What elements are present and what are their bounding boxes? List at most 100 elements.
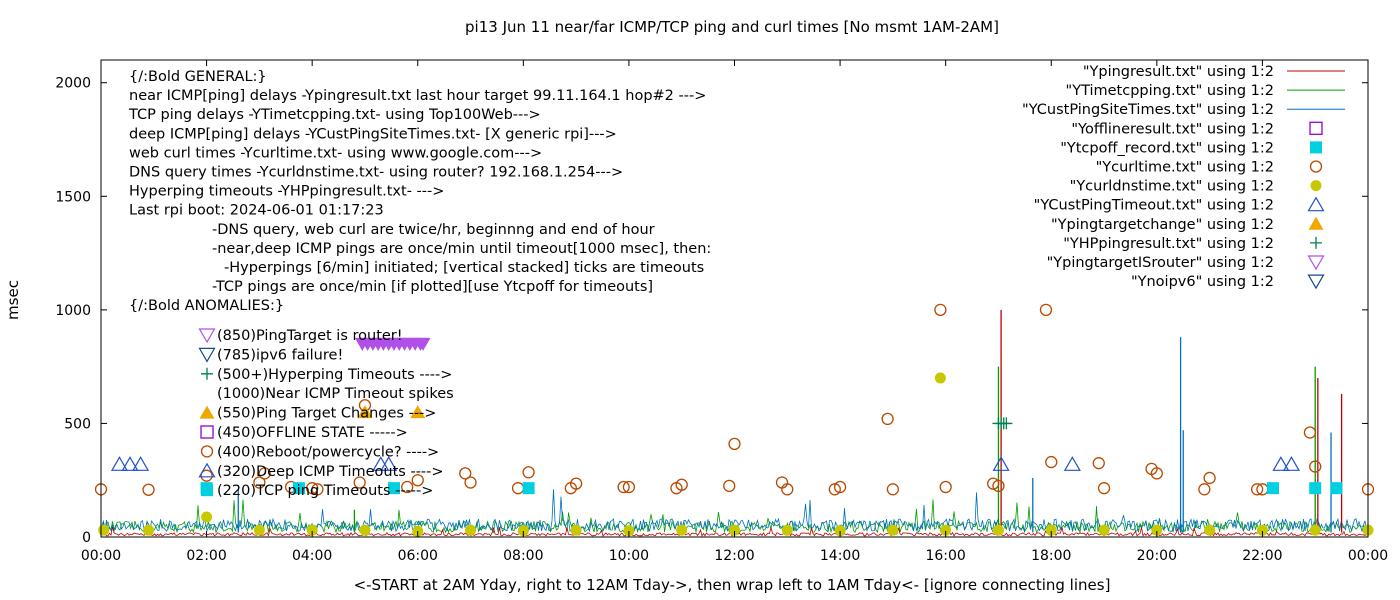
dns-time-point	[992, 524, 1004, 536]
note-line: deep ICMP[ping] delays -YCustPingSiteTim…	[129, 126, 617, 142]
tcp-timeout-point	[1266, 482, 1279, 495]
axes-layer: 00:00 02:00 04:00 06:00 08:00 10:00 12:00 14:00…	[55, 60, 1388, 564]
x-tick-label: 02:00	[186, 548, 226, 564]
curl-time-point	[992, 479, 1005, 493]
dns-time-point	[676, 524, 688, 536]
curl-time-point	[617, 480, 630, 494]
curl-time-point	[311, 483, 324, 496]
dns-time-point	[834, 525, 846, 537]
anomaly-marker	[200, 425, 214, 439]
dns-time-point	[934, 372, 946, 384]
anomaly-label: (400)Reboot/powercycle? ---->	[217, 444, 439, 460]
curl-time-point	[1303, 426, 1317, 439]
legend-label: "Ynoipv6" using 1:2	[1131, 274, 1274, 290]
anomaly-marker	[198, 347, 216, 363]
curl-time-point	[253, 476, 266, 489]
anomaly-marker	[199, 405, 215, 419]
x-tick-label: 04:00	[292, 548, 332, 564]
x-tick-label: 16:00	[925, 548, 965, 564]
deep-icmp-timeout-point	[121, 456, 139, 471]
curl-time-point	[881, 412, 894, 426]
tcp-timeout-point	[522, 482, 535, 495]
x-tick-label: 18:00	[1031, 548, 1071, 564]
deep-icmp-timeout-point	[1063, 456, 1081, 471]
dns-time-point	[1151, 524, 1163, 536]
dns-time-point	[570, 524, 582, 536]
legend: "Ypingresult.txt" using 1:2 "YTimetcpping…	[1022, 64, 1345, 290]
legend-marker	[1309, 160, 1323, 173]
dns-time-point	[143, 524, 155, 536]
dns-time-point	[887, 524, 899, 536]
dns-time-point	[623, 525, 635, 537]
tcp-timeout-point	[387, 482, 400, 495]
x-tick-label: 06:00	[398, 548, 438, 564]
dns-time-point	[940, 524, 952, 536]
curl-time-point	[987, 477, 1000, 490]
dns-time-point	[201, 511, 213, 523]
annotation-notes: {/:Bold GENERAL:} near ICMP[ping] delays …	[128, 69, 711, 314]
note-line: Hyperping timeouts -YHPpingresult.txt- -…	[129, 184, 444, 200]
y-tick-label: 1500	[55, 189, 91, 205]
anomaly-label: (850)PingTarget is router!	[217, 328, 403, 344]
ping-target-change-point	[410, 405, 426, 419]
anomaly-label: (785)ipv6 failure!	[217, 347, 343, 363]
curl-time-point	[828, 483, 841, 496]
dns-time-point	[781, 524, 793, 536]
curl-time-point	[411, 474, 424, 487]
curl-time-point	[1150, 467, 1163, 480]
x-tick-label: 10:00	[609, 548, 649, 564]
anomaly-label: (220)TCP ping Timeouts ----->	[217, 483, 433, 499]
ping-target-router-point	[415, 337, 431, 351]
legend-label: "Ycurldnstime.txt" using 1:2	[1070, 179, 1274, 195]
y-tick-label: 500	[64, 416, 91, 432]
legend-marker	[1309, 121, 1323, 135]
curl-time-point	[306, 482, 319, 495]
anomaly-label: (500+)Hyperping Timeouts ---->	[217, 367, 452, 383]
curl-time-point	[464, 476, 477, 489]
legend-label: "YHPpingresult.txt" using 1:2	[1063, 236, 1274, 252]
curl-time-point	[781, 483, 794, 496]
curl-time-point	[1203, 471, 1216, 485]
dns-time-point	[729, 524, 740, 536]
x-tick-label: 12:00	[714, 548, 754, 564]
legend-marker	[1307, 255, 1325, 271]
curl-time-point	[401, 480, 414, 494]
deep-icmp-timeout-point	[132, 456, 150, 471]
x-axis-label: <-START at 2AM Yday, right to 12AM Tday-…	[354, 576, 1111, 594]
tcp-timeout-point	[292, 482, 305, 495]
x-tick-label: 00:00	[81, 548, 121, 564]
curl-time-point	[934, 303, 947, 317]
legend-marker	[1310, 236, 1322, 249]
anomaly-label: (450)OFFLINE STATE ----->	[217, 425, 408, 441]
note-line: web curl times -Ycurltime.txt- using www…	[129, 145, 542, 161]
dns-time-point	[1204, 524, 1216, 536]
x-tick-label: 00:00	[1348, 548, 1388, 564]
anomaly-marker	[201, 484, 213, 497]
curl-time-point	[353, 476, 366, 489]
legend-label: "Ycurltime.txt" using 1:2	[1096, 160, 1274, 176]
deep-icmp-timeout-point	[110, 456, 129, 471]
anomaly-marker	[201, 367, 213, 380]
anomaly-notes: (850)PingTarget is router! (785)ipv6 fail…	[198, 328, 454, 499]
note-line: -TCP pings are once/min [if plotted][use…	[212, 279, 653, 295]
y-tick-label: 1000	[55, 303, 91, 319]
anomaly-marker	[198, 462, 216, 478]
curl-time-point	[1198, 483, 1211, 496]
curl-time-point	[1309, 460, 1322, 473]
dns-time-point	[1256, 524, 1268, 536]
tcp-timeout-point	[1309, 482, 1322, 495]
anomaly-label: (550)Ping Target Changes --->	[217, 406, 436, 422]
tcp-timeout-point	[1330, 482, 1343, 495]
dns-time-point	[517, 525, 529, 537]
deep-icmp-timeout-point	[1272, 456, 1290, 471]
note-line: DNS query times -Ycurldnstime.txt- using…	[129, 165, 623, 181]
x-tick-label: 14:00	[820, 548, 860, 564]
legend-marker	[1308, 216, 1324, 230]
curl-time-point	[258, 467, 271, 480]
curl-time-point	[886, 483, 900, 496]
legend-label: "Ytcpoff_record.txt" using 1:2	[1060, 140, 1274, 156]
ping-target-change-point	[357, 405, 373, 419]
legend-label: "Ypingtargetchange" using 1:2	[1051, 217, 1274, 233]
note-line: near ICMP[ping] delays -Ypingresult.txt …	[129, 88, 706, 104]
